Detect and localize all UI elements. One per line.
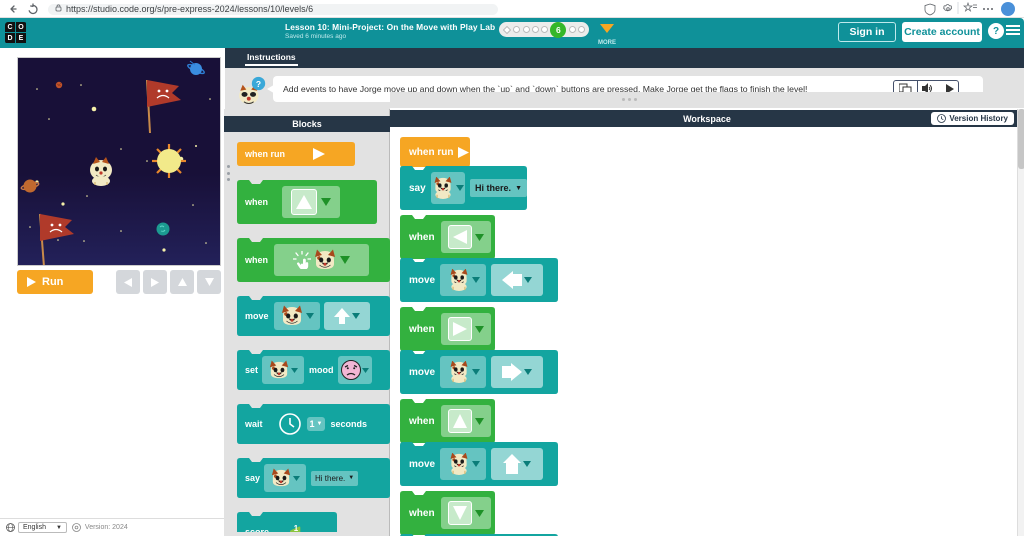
svg-text:1: 1: [294, 524, 299, 532]
svg-text:?: ?: [256, 79, 261, 89]
svg-text:https://studio.code.org/s/pre-: https://studio.code.org/s/pre-express-20…: [66, 4, 313, 14]
